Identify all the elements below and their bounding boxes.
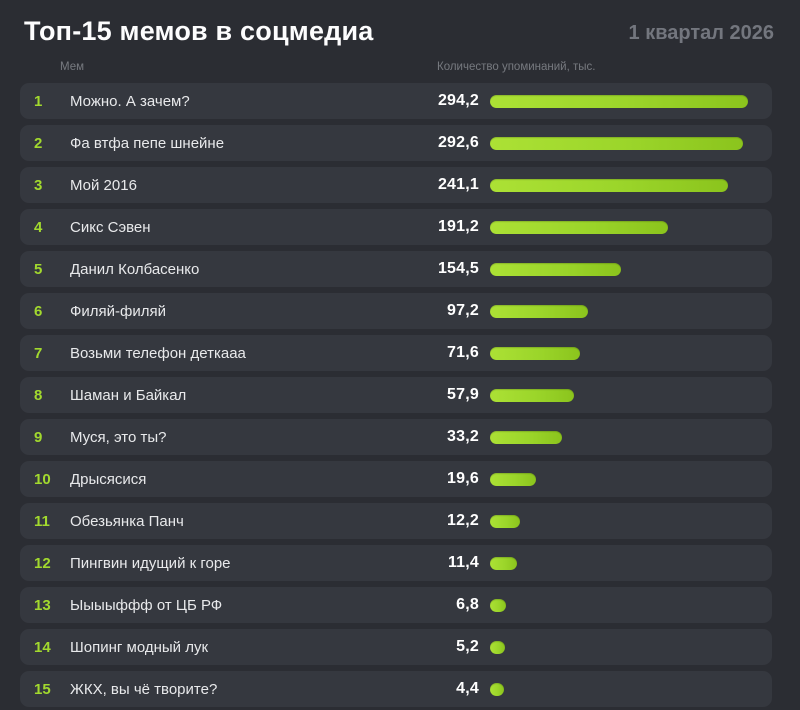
mentions-bar bbox=[490, 556, 518, 570]
mentions-value: 6,8 bbox=[456, 596, 479, 614]
period-label: 1 квартал 2026 bbox=[628, 22, 774, 44]
bar-track bbox=[490, 220, 762, 234]
meme-label: Муся, это ты? bbox=[70, 428, 167, 446]
rank-number: 14 bbox=[34, 638, 51, 656]
meme-row: 14 Шопинг модный лук 5,2 bbox=[20, 629, 772, 666]
meme-label: Обезьянка Панч bbox=[70, 512, 184, 530]
rank-number: 12 bbox=[34, 554, 51, 572]
bar-track bbox=[490, 598, 762, 612]
meme-row: 13 Ыыыыффф от ЦБ РФ 6,8 bbox=[20, 587, 772, 624]
rank-number: 13 bbox=[34, 596, 51, 614]
mentions-value: 57,9 bbox=[447, 386, 479, 404]
mentions-bar bbox=[490, 430, 563, 444]
mentions-value: 71,6 bbox=[447, 344, 479, 362]
rank-number: 3 bbox=[34, 176, 43, 194]
mentions-bar bbox=[490, 94, 749, 108]
meme-row: 2 Фа втфа пепе шнейне 292,6 bbox=[20, 125, 772, 162]
mentions-value: 11,4 bbox=[447, 554, 479, 572]
meme-label: Филяй-филяй bbox=[70, 302, 167, 320]
mentions-value: 154,5 bbox=[437, 260, 479, 278]
mentions-bar bbox=[490, 388, 575, 402]
meme-row: 10 Дрысясися 19,6 bbox=[20, 461, 772, 498]
meme-label: Ыыыыффф от ЦБ РФ bbox=[70, 596, 223, 614]
mentions-bar bbox=[490, 178, 728, 192]
meme-label: Мой 2016 bbox=[70, 176, 137, 194]
bar-track bbox=[490, 556, 762, 570]
bar-track bbox=[490, 346, 762, 360]
bar-track bbox=[490, 682, 762, 696]
meme-label: Дрысясися bbox=[70, 470, 147, 488]
mentions-bar bbox=[490, 346, 580, 360]
meme-label: Сикс Сэвен bbox=[70, 218, 151, 236]
column-header-meme: Мем bbox=[60, 61, 85, 74]
page-title: Топ-15 мемов в соцмедиа bbox=[24, 16, 374, 46]
mentions-value: 4,4 bbox=[456, 680, 479, 698]
bar-track bbox=[490, 640, 762, 654]
rank-number: 11 bbox=[34, 512, 50, 530]
meme-row: 12 Пингвин идущий к горе 11,4 bbox=[20, 545, 772, 582]
meme-row: 9 Муся, это ты? 33,2 bbox=[20, 419, 772, 456]
rank-number: 15 bbox=[34, 680, 51, 698]
bar-track bbox=[490, 430, 762, 444]
mentions-value: 5,2 bbox=[456, 638, 479, 656]
mentions-bar bbox=[490, 682, 504, 696]
meme-row: 6 Филяй-филяй 97,2 bbox=[20, 293, 772, 330]
bar-track bbox=[490, 136, 762, 150]
meme-row: 11 Обезьянка Панч 12,2 bbox=[20, 503, 772, 540]
meme-label: Возьми телефон деткааа bbox=[70, 344, 246, 362]
meme-label: Можно. А зачем? bbox=[70, 92, 190, 110]
meme-row: 1 Можно. А зачем? 294,2 bbox=[20, 83, 772, 120]
mentions-bar bbox=[490, 136, 743, 150]
mentions-value: 241,1 bbox=[437, 176, 479, 194]
mentions-value: 191,2 bbox=[437, 218, 479, 236]
meme-label: Данил Колбасенко bbox=[70, 260, 200, 278]
meme-row: 15 ЖКХ, вы чё творите? 4,4 bbox=[20, 671, 772, 708]
meme-label: Пингвин идущий к горе bbox=[70, 554, 231, 572]
meme-row: 4 Сикс Сэвен 191,2 bbox=[20, 209, 772, 246]
mentions-bar bbox=[490, 514, 520, 528]
column-header-mentions: Количество упоминаний, тыс. bbox=[437, 61, 596, 74]
rank-number: 1 bbox=[34, 92, 43, 110]
meme-row: 8 Шаман и Байкал 57,9 bbox=[20, 377, 772, 414]
meme-rows: 1 Можно. А зачем? 294,2 2 Фа втфа пепе ш… bbox=[20, 83, 772, 708]
column-headers: Мем Количество упоминаний, тыс. bbox=[20, 61, 772, 75]
bar-track bbox=[490, 472, 762, 486]
mentions-value: 97,2 bbox=[447, 302, 479, 320]
bar-track bbox=[490, 304, 762, 318]
mentions-value: 12,2 bbox=[447, 512, 479, 530]
meme-row: 3 Мой 2016 241,1 bbox=[20, 167, 772, 204]
mentions-bar bbox=[490, 220, 669, 234]
rank-number: 6 bbox=[34, 302, 43, 320]
bar-track bbox=[490, 514, 762, 528]
rank-number: 8 bbox=[34, 386, 43, 404]
meme-label: Шаман и Байкал bbox=[70, 386, 187, 404]
meme-label: ЖКХ, вы чё творите? bbox=[70, 680, 218, 698]
rank-number: 2 bbox=[34, 134, 43, 152]
rank-number: 5 bbox=[34, 260, 43, 278]
meme-row: 5 Данил Колбасенко 154,5 bbox=[20, 251, 772, 288]
meme-label: Фа втфа пепе шнейне bbox=[70, 134, 225, 152]
mentions-bar bbox=[490, 472, 537, 486]
rank-number: 7 bbox=[34, 344, 43, 362]
mentions-value: 292,6 bbox=[437, 134, 479, 152]
rank-number: 9 bbox=[34, 428, 43, 446]
mentions-bar bbox=[490, 640, 505, 654]
rank-number: 4 bbox=[34, 218, 43, 236]
bar-track bbox=[490, 94, 762, 108]
bar-track bbox=[490, 262, 762, 276]
mentions-bar bbox=[490, 598, 507, 612]
meme-label: Шопинг модный лук bbox=[70, 638, 209, 656]
bar-track bbox=[490, 178, 762, 192]
mentions-bar bbox=[490, 304, 588, 318]
mentions-bar bbox=[490, 262, 621, 276]
mentions-value: 294,2 bbox=[437, 92, 479, 110]
header: Топ-15 мемов в соцмедиа 1 квартал 2026 bbox=[0, 0, 800, 47]
mentions-value: 33,2 bbox=[447, 428, 479, 446]
rank-number: 10 bbox=[34, 470, 51, 488]
meme-row: 7 Возьми телефон деткааа 71,6 bbox=[20, 335, 772, 372]
mentions-value: 19,6 bbox=[447, 470, 479, 488]
bar-track bbox=[490, 388, 762, 402]
